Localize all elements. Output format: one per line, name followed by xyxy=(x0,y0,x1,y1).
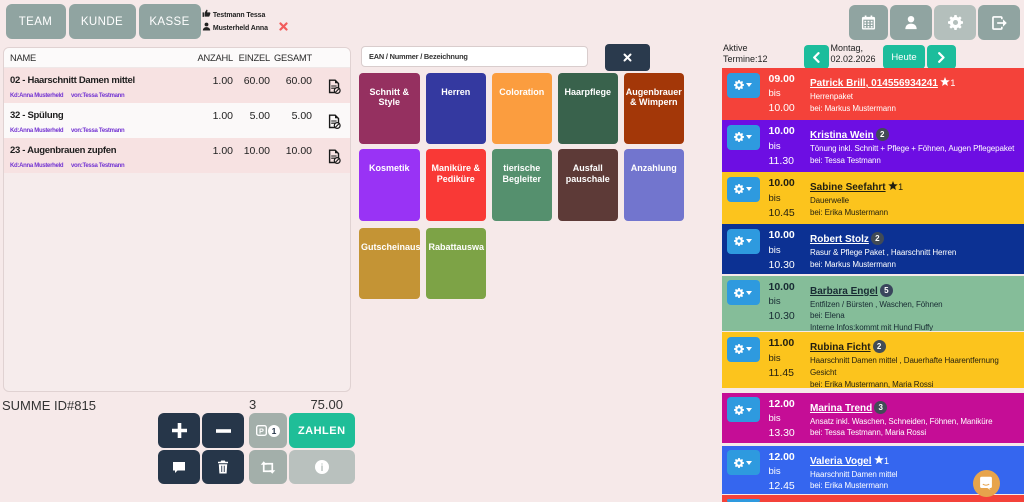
svg-text:1: 1 xyxy=(271,426,276,436)
svg-text:i: i xyxy=(320,463,323,474)
svg-text:P: P xyxy=(259,426,264,435)
